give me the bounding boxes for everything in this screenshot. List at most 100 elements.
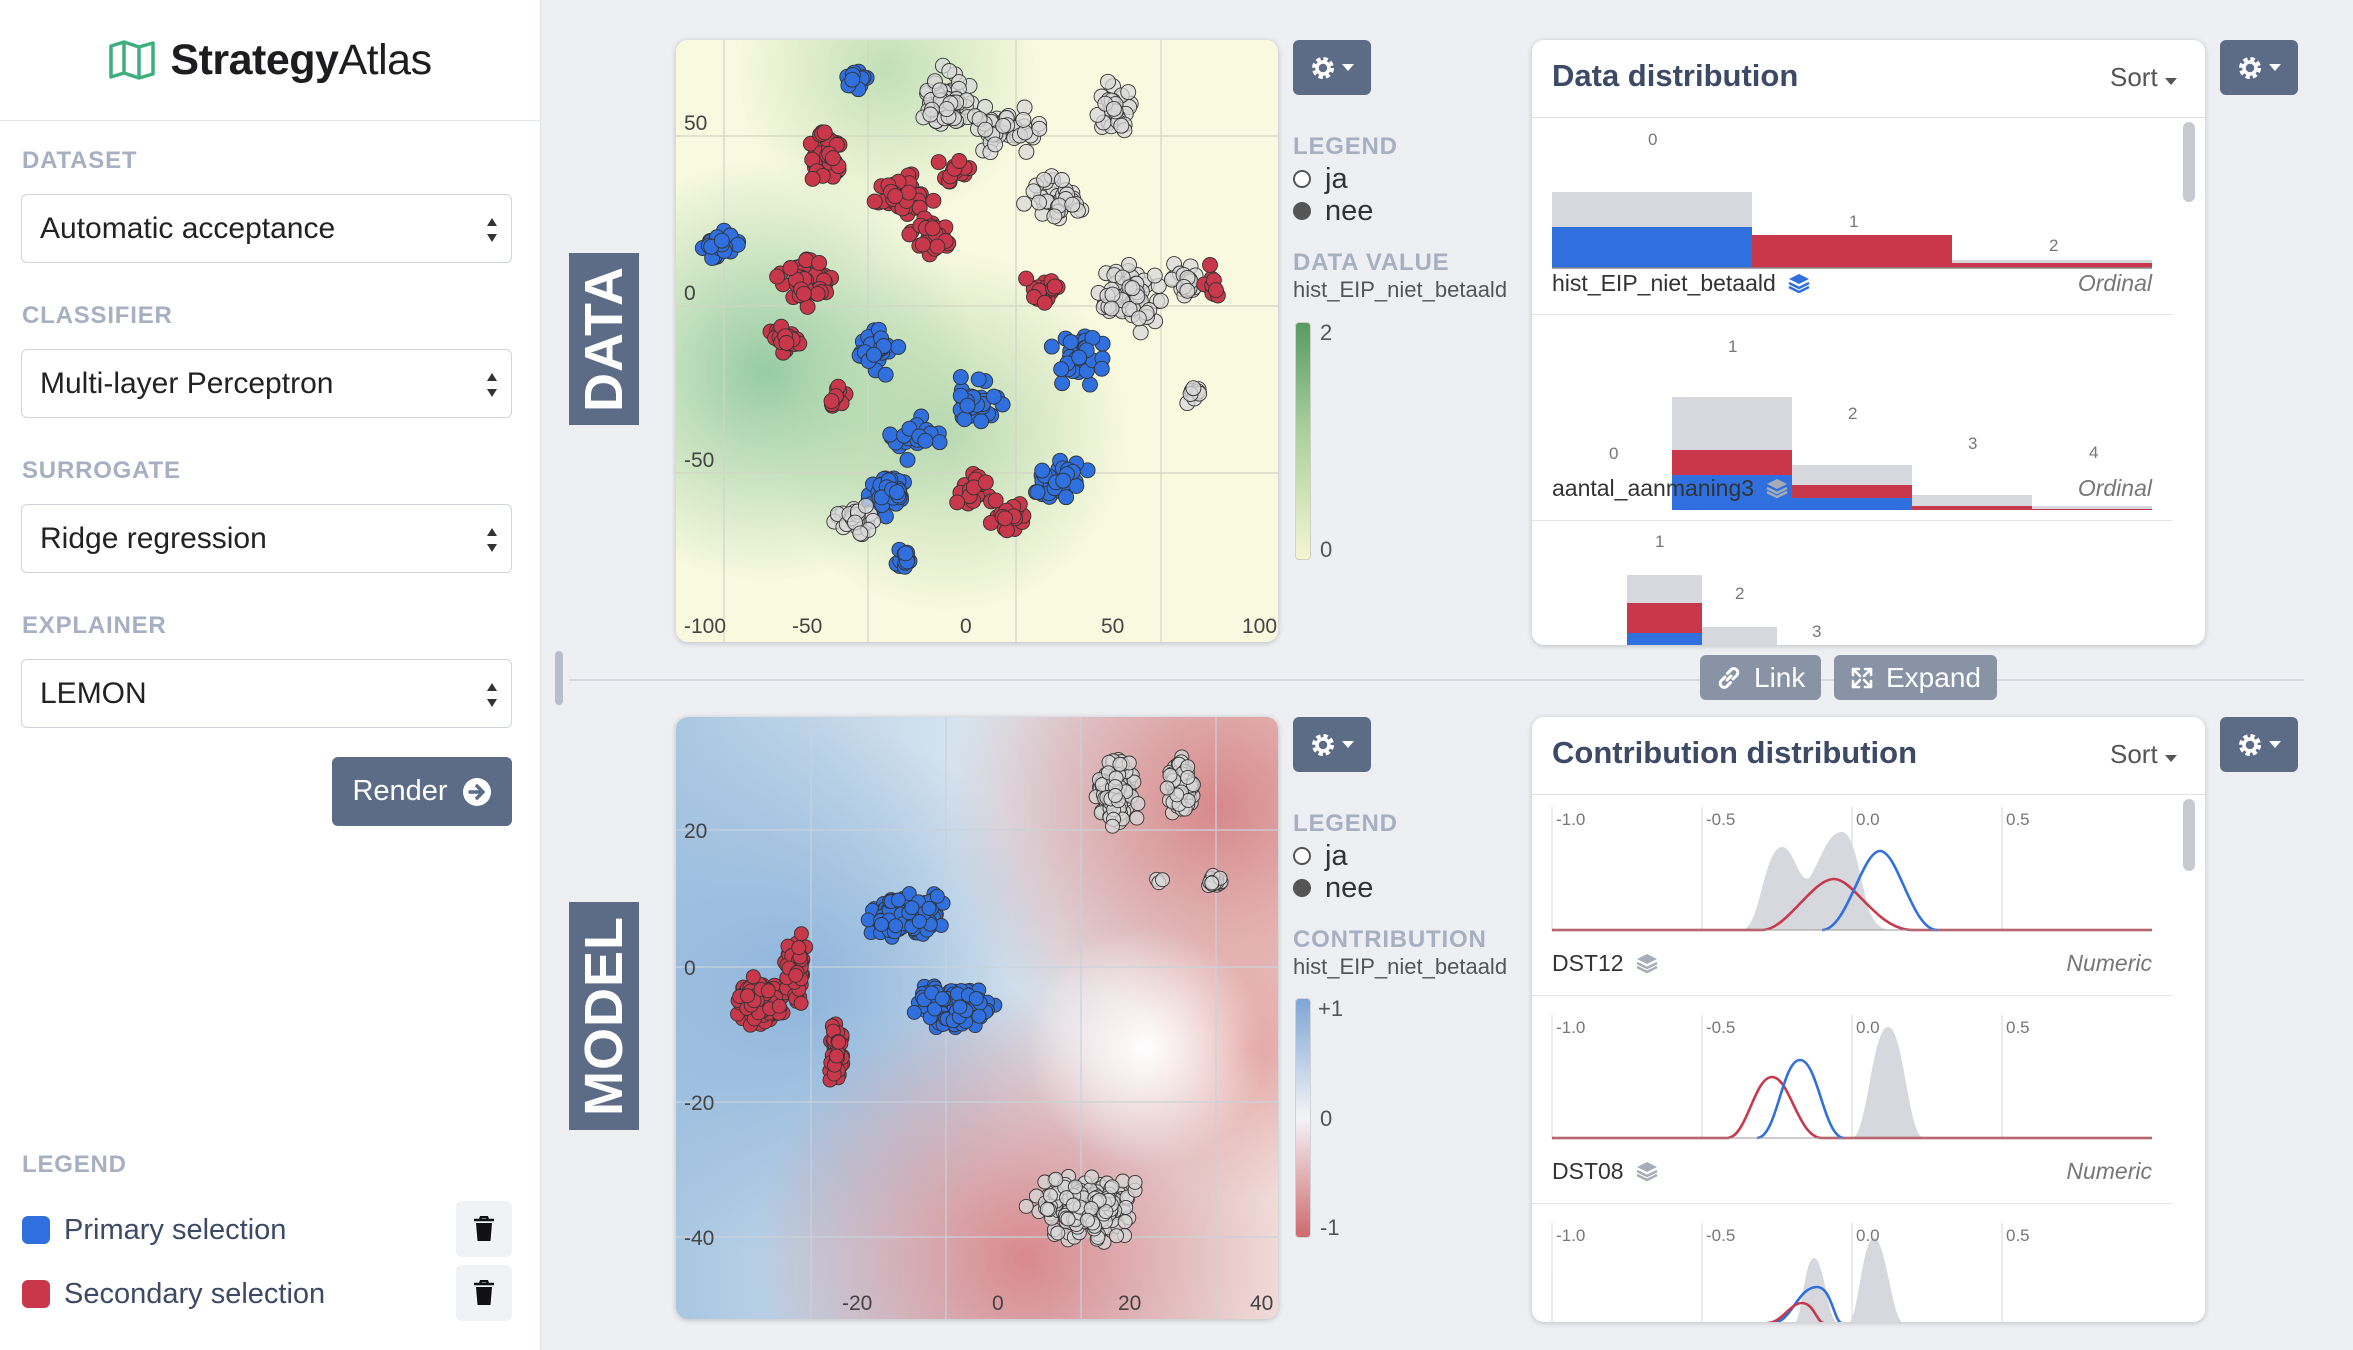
caret-down-icon (2164, 755, 2177, 762)
scatter-point (977, 121, 994, 138)
scatter-point (929, 888, 945, 904)
scatter-point (901, 226, 918, 243)
scatter-point (917, 432, 934, 449)
contribution-distribution-settings-button[interactable] (2220, 717, 2298, 772)
contribution-distribution-sort[interactable]: Sort (2110, 739, 2177, 770)
feature-type: Ordinal (2077, 270, 2152, 296)
x-tick: -50 (792, 615, 823, 638)
bin-label: 1 (1655, 532, 1665, 551)
scatter-point (793, 926, 809, 942)
scatter-point (882, 426, 899, 443)
bin-label: 2 (1735, 584, 1745, 603)
render-button[interactable]: Render (332, 757, 512, 826)
scatter-point (1202, 257, 1218, 273)
secondary-selection-legend: Secondary selection (22, 1274, 325, 1314)
scatter-point (769, 268, 786, 285)
scatter-point (798, 252, 815, 269)
link-icon (1718, 666, 1740, 689)
scrollbar[interactable] (2183, 122, 2195, 202)
y-tick: 0 (684, 957, 696, 980)
scatter-point (874, 917, 889, 932)
dataset-select[interactable]: Automatic acceptance (21, 194, 512, 263)
scatter-point (1055, 472, 1072, 489)
scatter-point (977, 474, 994, 491)
data-distribution-sort[interactable]: Sort (2110, 62, 2177, 93)
axis-tick: 0.0 (1856, 810, 1880, 829)
contribution-distribution-title: Contribution distribution (1552, 735, 1918, 770)
bin-label: 0 (1609, 444, 1619, 463)
primary-swatch (22, 1216, 50, 1244)
caret-down-icon (1342, 740, 1354, 748)
surrogate-select[interactable]: Ridge regression (21, 504, 512, 573)
scatter-point (1103, 300, 1120, 317)
data-scatter-plot[interactable]: 50 0 -50 -100 -50 0 50 100 (676, 40, 1278, 642)
classifier-select[interactable]: Multi-layer Perceptron (21, 349, 512, 418)
scatter-point (938, 101, 955, 118)
colorbar-min: 0 (1320, 537, 1333, 562)
scatter-point (925, 192, 942, 209)
layers-icon (1636, 954, 1658, 974)
data-plot-settings-button[interactable] (1293, 40, 1371, 95)
scatter-point (985, 388, 1002, 405)
scatter-point (1129, 810, 1145, 826)
scatter-point (1053, 172, 1070, 188)
scatter-point (1062, 334, 1079, 350)
scatter-point (1162, 767, 1178, 783)
scrollbar[interactable] (2183, 799, 2195, 871)
scatter-point (1018, 143, 1035, 160)
scatter-point (1104, 1179, 1120, 1195)
scatter-point (1042, 1188, 1058, 1204)
map-icon (109, 40, 156, 80)
scatter-point (887, 188, 904, 205)
density-chart (1551, 807, 2152, 932)
data-distribution-panel: Data distribution Sort 0 1 2 hist_EIP_ni… (1532, 40, 2205, 645)
scatter-point (951, 153, 968, 169)
scatter-point (1084, 1169, 1100, 1185)
scatter-point (959, 397, 976, 414)
scatter-point (1100, 73, 1116, 90)
scatter-point (888, 484, 905, 501)
classifier-label: CLASSIFIER (22, 302, 173, 329)
density-chart (1551, 1223, 2003, 1322)
scatter-point (1204, 875, 1220, 891)
scatter-point (811, 254, 828, 271)
scatter-point (1039, 1201, 1055, 1217)
scatter-point (860, 912, 876, 928)
explainer-select[interactable]: LEMON (21, 659, 512, 728)
scatter-point (906, 1004, 922, 1020)
link-button[interactable]: Link (1700, 655, 1822, 700)
axis-tick: 0.5 (2006, 1018, 2030, 1037)
scatter-point (904, 900, 920, 916)
scatter-point (890, 892, 906, 908)
clear-secondary-button[interactable] (456, 1265, 512, 1321)
scatter-point (816, 124, 833, 141)
scatter-point (782, 260, 799, 276)
data-points[interactable] (694, 57, 1226, 575)
scatter-point (973, 413, 990, 430)
clear-primary-button[interactable] (456, 1201, 512, 1257)
scatter-point (788, 967, 804, 983)
scatter-point (1109, 1228, 1124, 1244)
caret-down-icon (2269, 63, 2281, 71)
scatter-point (866, 193, 883, 210)
scatter-point (1054, 375, 1071, 392)
y-tick: 0 (684, 282, 696, 305)
model-points[interactable] (730, 749, 1229, 1250)
bin-label: 1 (1728, 337, 1738, 356)
scatter-point (1093, 360, 1110, 377)
model-plot-settings-button[interactable] (1293, 717, 1371, 772)
scatter-point (1036, 171, 1053, 188)
gear-icon (2239, 733, 2261, 756)
model-scatter-plot[interactable]: 20 0 -20 -40 -20 0 20 40 (676, 717, 1278, 1319)
colorbar-max: +1 (1318, 996, 1344, 1021)
bin-label: 0 (1648, 130, 1658, 149)
data-distribution-settings-button[interactable] (2220, 40, 2298, 95)
scatter-point (740, 988, 755, 1004)
y-tick: -40 (684, 1227, 715, 1250)
sidebar-resize-handle[interactable] (555, 651, 563, 705)
scatter-point (968, 991, 984, 1006)
gear-icon (1312, 733, 1334, 756)
data-colorbar (1295, 322, 1311, 560)
expand-button[interactable]: Expand (1834, 655, 1997, 700)
dataset-label: DATASET (22, 147, 138, 174)
